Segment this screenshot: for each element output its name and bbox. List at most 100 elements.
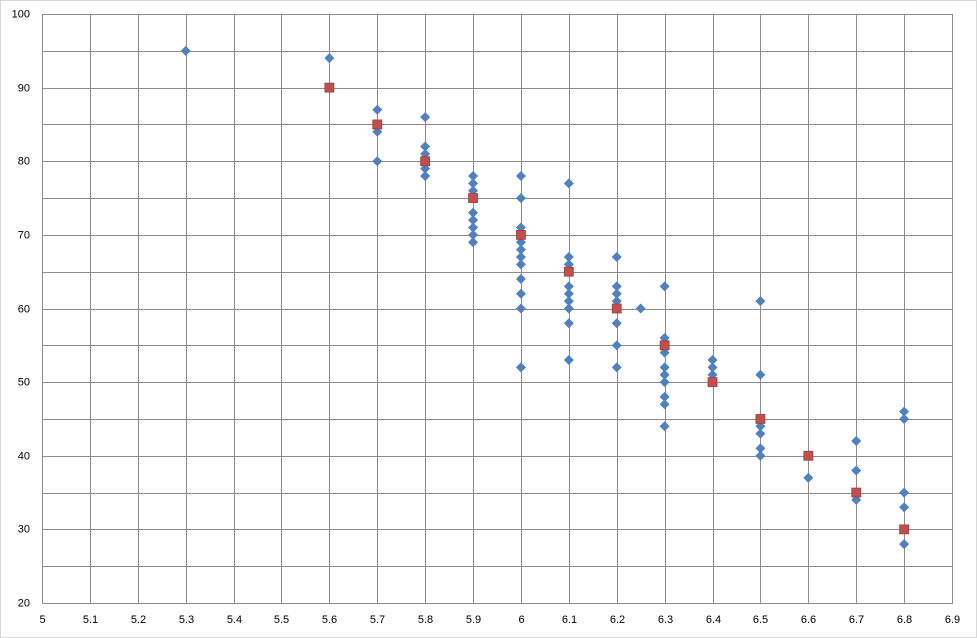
y-tick-label: 80 <box>18 155 30 167</box>
diamond-marker <box>468 178 479 189</box>
diamond-marker <box>515 303 526 314</box>
x-tick-label: 6.6 <box>801 614 816 626</box>
diamond-marker <box>515 251 526 262</box>
diamond-marker <box>851 465 862 476</box>
x-tick-label: 6.5 <box>753 614 768 626</box>
diamond-marker <box>659 281 670 292</box>
x-tick-label: 6.1 <box>562 614 577 626</box>
square-marker <box>611 303 622 314</box>
diamond-marker <box>468 229 479 240</box>
x-tick-label: 6.2 <box>610 614 625 626</box>
diamond-marker <box>372 156 383 167</box>
diamond-marker <box>851 436 862 447</box>
diamond-marker <box>611 340 622 351</box>
square-marker <box>803 450 814 461</box>
diamond-marker <box>611 251 622 262</box>
diamond-marker <box>515 362 526 373</box>
square-marker <box>420 156 431 167</box>
diamond-marker <box>563 318 574 329</box>
diamond-marker <box>899 539 910 550</box>
x-tick-label: 5.5 <box>274 614 289 626</box>
diamond-marker <box>755 296 766 307</box>
diamond-marker <box>515 193 526 204</box>
square-marker <box>851 487 862 498</box>
y-tick-label: 20 <box>18 597 30 609</box>
square-marker <box>899 524 910 535</box>
diamond-marker <box>563 296 574 307</box>
diamond-marker <box>635 303 646 314</box>
diamond-marker <box>468 237 479 248</box>
diamond-marker <box>899 487 910 498</box>
diamond-marker <box>468 170 479 181</box>
x-tick-label: 5 <box>39 614 45 626</box>
diamond-marker <box>324 53 335 64</box>
x-tick-label: 6.7 <box>849 614 864 626</box>
diamond-marker <box>659 369 670 380</box>
square-marker <box>324 82 335 93</box>
plot-border <box>42 14 953 604</box>
x-tick-label: 5.7 <box>370 614 385 626</box>
diamond-marker <box>468 207 479 218</box>
square-marker <box>372 119 383 130</box>
diamond-marker <box>659 421 670 432</box>
diamond-marker <box>563 281 574 292</box>
diamond-marker <box>563 355 574 366</box>
diamond-marker <box>755 443 766 454</box>
diamond-marker <box>899 406 910 417</box>
x-tick-label: 6.8 <box>897 614 912 626</box>
x-tick-label: 5.1 <box>83 614 98 626</box>
diamond-marker <box>899 413 910 424</box>
diamond-marker <box>755 450 766 461</box>
square-marker <box>755 414 766 424</box>
diamond-marker <box>659 391 670 402</box>
diamond-marker <box>468 222 479 233</box>
y-tick-label: 40 <box>18 450 30 462</box>
x-tick-label: 5.9 <box>466 614 481 626</box>
diamond-marker <box>755 428 766 439</box>
diamond-marker <box>611 281 622 292</box>
x-tick-label: 5.4 <box>227 614 242 626</box>
diamond-marker <box>659 362 670 373</box>
diamond-marker <box>563 288 574 299</box>
diamond-marker <box>803 472 814 483</box>
diamond-marker <box>563 178 574 189</box>
square-marker <box>659 340 670 351</box>
diamond-marker <box>420 141 431 152</box>
x-tick-label: 5.3 <box>179 614 194 626</box>
y-tick-label: 30 <box>18 523 30 535</box>
diamond-marker <box>515 244 526 255</box>
square-marker <box>468 193 478 203</box>
diamond-marker <box>420 112 431 123</box>
y-tick-label: 50 <box>18 376 30 388</box>
y-tick-label: 70 <box>18 229 30 241</box>
diamond-marker <box>515 288 526 299</box>
diamond-marker <box>659 377 670 388</box>
y-tick-label: 60 <box>18 303 30 315</box>
diamond-marker <box>372 104 383 115</box>
diamond-marker <box>180 45 191 56</box>
diamond-marker <box>707 355 718 366</box>
x-tick-label: 6.9 <box>945 614 960 626</box>
diamond-marker <box>611 288 622 299</box>
diamond-marker <box>468 215 479 226</box>
diamond-marker <box>611 318 622 329</box>
x-tick-label: 5.8 <box>418 614 433 626</box>
diamond-marker <box>611 362 622 373</box>
square-marker <box>563 266 574 277</box>
diamond-marker <box>515 170 526 181</box>
diamond-marker <box>515 274 526 285</box>
x-tick-label: 5.2 <box>131 614 146 626</box>
diamond-marker <box>899 502 910 513</box>
square-marker <box>707 377 718 388</box>
diamond-marker <box>659 399 670 410</box>
square-marker <box>516 229 526 240</box>
diamond-marker <box>755 369 766 380</box>
diamond-marker <box>563 251 574 262</box>
x-tick-label: 6.4 <box>706 614 721 626</box>
x-tick-label: 6 <box>518 614 524 626</box>
x-tick-label: 6.3 <box>658 614 673 626</box>
y-tick-label: 90 <box>18 82 30 94</box>
